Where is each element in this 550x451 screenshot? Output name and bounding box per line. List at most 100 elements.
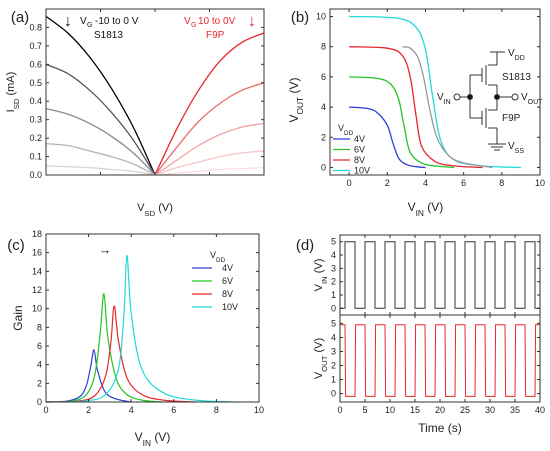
panel-c-x-tick-label: 4 (129, 405, 134, 415)
panel-a-left-anno-rest: -10 to 0 V (95, 16, 139, 27)
panel-c: 0 2 4 6 8 10 0 2 4 6 8 10 12 14 16 18 (c) → VIN (V) Gain VDD… (7, 229, 264, 448)
panel-b-y-tick-label: 6 (321, 72, 326, 82)
panel-a-y-tick-label: 0.8 (29, 22, 42, 32)
panel-b-legend-label: 4V (354, 134, 365, 144)
panel-b-y-tick-label: 10 (316, 12, 326, 22)
panel-b-label: (b) (291, 9, 309, 26)
panel-c-curve-8V (45, 305, 196, 403)
panel-c-arrow: → (99, 242, 112, 257)
panel-a-y-tick-label: 0.5 (29, 78, 42, 88)
panel-d-bottom-x-tick-label: 25 (460, 405, 470, 415)
panel-c-x-tick-label: 0 (43, 405, 48, 415)
panel-a-y-tick-label: 0.6 (29, 59, 42, 69)
panel-d-bottom-y-tick-label: 4 (331, 332, 336, 342)
panel-b-legend-title: VDD (338, 123, 354, 137)
panel-a-y-tick-label: 0.0 (29, 170, 42, 180)
panel-c-label: (c) (7, 237, 25, 254)
panel-d-bottom-x-tick-label: 30 (485, 405, 495, 415)
panel-b-x-tick-label: 8 (499, 178, 504, 188)
panel-c-curve-6V (45, 293, 164, 403)
panel-c-y-tick-label: 10 (32, 304, 42, 314)
panel-b-x-tick-label: 6 (461, 178, 466, 188)
panel-d-bottom-ylabel: VOUT (V) (313, 338, 329, 379)
panel-d-bottom-y-tick-label: 1 (331, 375, 336, 385)
panel-d-top-y-tick-label: 2 (331, 277, 336, 287)
panel-c-ylabel: Gain (11, 305, 25, 330)
panel-a-y-tick-label: 0.1 (29, 152, 42, 162)
panel-b-ylabel: VOUT (V) (287, 77, 305, 122)
panel-c-x-tick-label: 8 (214, 405, 219, 415)
panel-b-curve-4V (349, 106, 426, 169)
panel-d-vin-trace (340, 241, 540, 309)
panel-d-xlabel: Time (s) (418, 421, 462, 435)
panel-d-top-y-tick-label: 5 (331, 237, 336, 247)
panel-a-curve-F9P (154, 82, 265, 176)
panel-c-y-tick-label: 8 (37, 322, 42, 332)
panel-d-bottom-y-tick-label: 2 (331, 361, 336, 371)
panel-b-curve-10V (349, 15, 521, 169)
panel-d-top-frame (339, 234, 541, 316)
panel-a-ylabel: ISD (mA) (5, 72, 21, 113)
panel-b-xlabel: VIN (V) (408, 200, 444, 218)
panel-a-right-anno-rest: 10 to 0V (198, 16, 236, 27)
panel-c-y-tick-label: 4 (37, 360, 42, 370)
panel-b-legend-label: 10V (354, 166, 370, 176)
panel-a-curve-S1813 (45, 142, 156, 176)
panel-a-label: (a) (11, 9, 29, 26)
panel-c-legend-label: 8V (222, 289, 233, 299)
panel-d-bottom-y-tick-label: 3 (331, 346, 336, 356)
panel-a-curve-S1813 (45, 165, 156, 176)
panel-d-label: (d) (296, 237, 314, 254)
panel-d-bottom-y-tick-label: 0 (331, 389, 336, 399)
panel-c-y-tick-label: 2 (37, 378, 42, 388)
panel-b-legend-label: 6V (354, 145, 365, 155)
panel-c-legend-title: VDD (210, 250, 226, 264)
panel-a-y-tick-label: 0.3 (29, 115, 42, 125)
panel-a-curve-S1813 (45, 107, 156, 176)
panel-a-arrow-right: ↓ (248, 13, 256, 30)
panel-d-top-y-tick-label: 4 (331, 250, 336, 260)
panel-a-curve-S1813 (45, 15, 156, 176)
panel-c-y-tick-label: 0 (37, 397, 42, 407)
panel-d: 0 1 2 3 4 5 0 5 10 15 20 25 30 35 40 0 1 2 3 4 5 (d) VIN (V) VO… (296, 234, 545, 435)
panel-b-y-tick-label: 0 (321, 162, 326, 172)
panel-c-y-tick-label: 14 (32, 266, 42, 276)
panel-c-y-tick-label: 6 (37, 341, 42, 351)
panel-c-legend-label: 6V (222, 276, 233, 286)
panel-d-bottom-x-tick-label: 15 (410, 405, 420, 415)
panel-b-curve-6V (349, 76, 455, 169)
panel-d-top-ylabel: VIN (V) (313, 259, 329, 292)
panel-b-curve-8V (349, 46, 483, 169)
panel-a-curve-F9P (154, 122, 265, 176)
panel-d-top-y-tick-label: 0 (331, 303, 336, 313)
panel-b-legend-label: 8V (354, 155, 365, 165)
panel-b-frame (329, 8, 541, 176)
panel-c-x-tick-label: 6 (171, 405, 176, 415)
panel-d-bottom-x-tick-label: 20 (435, 405, 445, 415)
panel-c-xlabel: VIN (V) (135, 430, 171, 448)
panel-c-x-tick-label: 10 (254, 405, 264, 415)
panel-c-frame (45, 233, 260, 403)
circuit-bottom-label: F9P (502, 113, 521, 124)
panel-c-legend-label: 4V (222, 263, 233, 273)
circuit-vin-label: VIN (437, 92, 451, 106)
panel-b-x-tick-label: 10 (535, 178, 545, 188)
panel-c-y-tick-label: 18 (32, 229, 42, 239)
panel-c-x-tick-label: 2 (86, 405, 91, 415)
panel-b-circuit (453, 51, 519, 151)
circuit-vss-label: VSS (508, 141, 524, 155)
panel-a-left-anno-sub: G (87, 22, 92, 29)
panel-c-curve-10V (45, 254, 238, 403)
panel-d-bottom-x-tick-label: 40 (535, 405, 545, 415)
panel-d-top-y-tick-label: 1 (331, 290, 336, 300)
panel-a-left-material: S1813 (94, 30, 123, 41)
panel-a-right-anno-sub: G (191, 22, 196, 29)
panel-d-bottom-y-tick-label: 5 (331, 318, 336, 328)
panel-a-y-tick-label: 0.4 (29, 96, 42, 106)
panel-b-y-tick-label: 8 (321, 42, 326, 52)
panel-a-curve-S1813 (45, 63, 156, 176)
panel-b-x-tick-label: 4 (423, 178, 428, 188)
panel-c-y-tick-label: 16 (32, 248, 42, 258)
